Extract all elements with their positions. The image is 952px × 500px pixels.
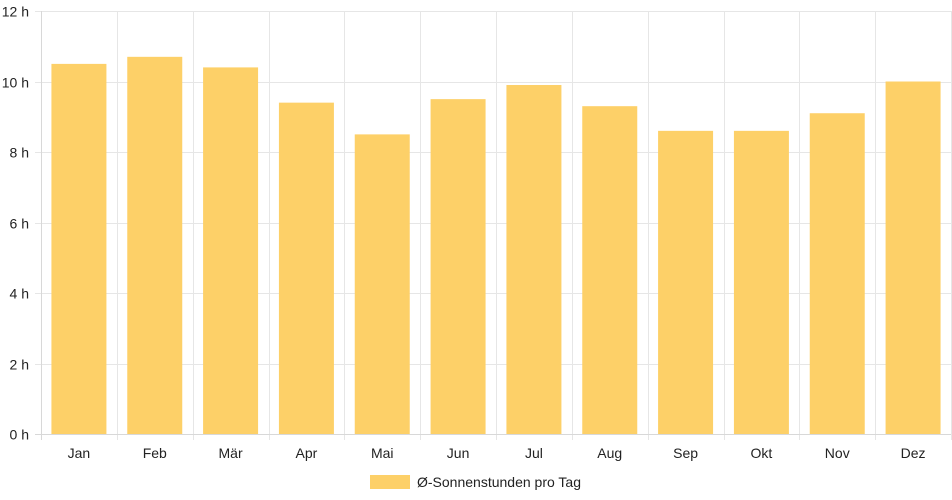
y-tick-label: 0 h: [10, 427, 29, 443]
y-tick-label: 12 h: [2, 4, 29, 20]
y-tick-label: 10 h: [2, 75, 29, 91]
y-tick-label: 8 h: [10, 145, 29, 161]
bar-mär: [203, 67, 259, 435]
x-tick-label: Feb: [143, 445, 167, 461]
bar-mai: [354, 134, 410, 435]
bars: [51, 56, 941, 435]
y-tick-label: 2 h: [10, 357, 29, 373]
bar-sep: [658, 130, 714, 434]
x-tick-label: Aug: [597, 445, 622, 461]
x-tick-label: Sep: [673, 445, 698, 461]
x-tick-label: Jun: [447, 445, 470, 461]
axes: [35, 11, 951, 440]
x-tick-label: Jan: [68, 445, 91, 461]
x-tick-label: Mai: [371, 445, 394, 461]
legend-swatch: [370, 475, 410, 489]
x-tick-label: Okt: [751, 445, 773, 461]
bar-jun: [430, 99, 486, 435]
legend[interactable]: Ø-Sonnenstunden pro Tag: [370, 474, 581, 490]
y-tick-label: 4 h: [10, 286, 29, 302]
bar-okt: [733, 130, 789, 434]
bar-jan: [51, 63, 107, 435]
x-tick-label: Jul: [525, 445, 543, 461]
bar-dez: [885, 81, 941, 434]
bar-nov: [809, 113, 865, 434]
x-tick-label: Nov: [825, 445, 850, 461]
y-tick-label: 6 h: [10, 216, 29, 232]
bar-feb: [127, 56, 183, 434]
bar-jul: [506, 85, 562, 435]
x-tick-label: Apr: [296, 445, 318, 461]
grid-lines: [35, 11, 952, 440]
x-tick-labels: Jan Feb Mär Apr Mai Jun Jul Aug Sep Okt Nov Dez: [68, 445, 926, 461]
bar-aug: [582, 106, 638, 435]
x-tick-label: Dez: [901, 445, 926, 461]
y-tick-labels: 0 h 2 h 4 h 6 h 8 h 10 h 12 h: [2, 4, 29, 443]
x-tick-label: Mär: [219, 445, 243, 461]
legend-label: Ø-Sonnenstunden pro Tag: [417, 474, 581, 490]
bar-apr: [278, 102, 334, 435]
